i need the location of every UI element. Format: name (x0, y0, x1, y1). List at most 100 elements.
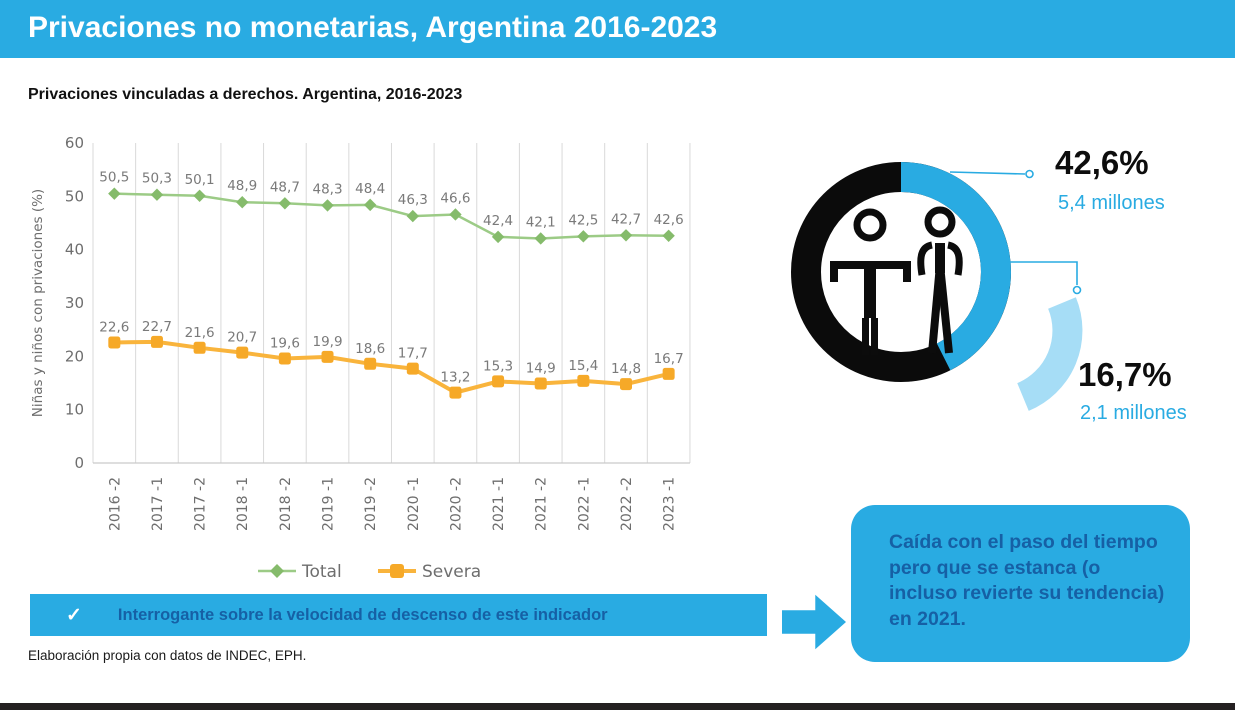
data-label: 42,4 (483, 213, 513, 229)
callout-line-secondary (1007, 261, 1078, 285)
x-tick-label: 2018 -2 (278, 477, 294, 531)
y-tick-label: 0 (74, 454, 84, 472)
data-label: 42,7 (611, 211, 641, 227)
marker-diamond (108, 187, 121, 200)
marker-square (620, 378, 632, 391)
secondary-millions-value: 2,1 millones (1080, 402, 1187, 424)
data-label: 19,6 (270, 335, 300, 351)
data-label: 18,6 (355, 341, 385, 357)
data-label: 14,9 (526, 361, 556, 377)
x-tick-label: 2022 -1 (576, 477, 592, 531)
children-icon (830, 206, 963, 355)
marker-square (406, 362, 419, 375)
data-label: 48,3 (312, 181, 342, 197)
data-label: 16,7 (654, 351, 684, 367)
main-percentage-value: 42,6% (1055, 144, 1149, 181)
page-title: Privaciones no monetarias, Argentina 201… (28, 11, 718, 44)
marker-diamond (577, 230, 590, 243)
marker-square (449, 386, 462, 399)
marker-square (108, 336, 121, 349)
marker-square (150, 335, 163, 348)
data-label: 48,9 (227, 178, 257, 194)
x-tick-label: 2022 -2 (619, 477, 635, 531)
y-tick-label: 20 (65, 347, 84, 365)
data-label: 46,3 (398, 192, 428, 208)
data-label: 19,9 (312, 334, 342, 350)
y-tick-label: 10 (65, 401, 84, 419)
data-label: 17,7 (398, 346, 428, 362)
marker-square (278, 352, 291, 365)
marker-diamond (278, 197, 292, 210)
x-tick-label: 2017 -1 (150, 477, 166, 531)
marker-diamond (534, 232, 547, 245)
marker-square (534, 377, 547, 390)
data-label: 42,1 (526, 214, 556, 230)
marker-diamond (491, 230, 505, 244)
footer-bar (0, 703, 1235, 710)
main-millions-value: 5,4 millones (1058, 192, 1165, 214)
data-label: 46,6 (440, 190, 470, 206)
data-label: 13,2 (440, 370, 470, 386)
y-tick-label: 60 (65, 134, 84, 152)
marker-square (193, 341, 206, 354)
marker-diamond (406, 209, 419, 223)
y-tick-label: 50 (65, 187, 84, 205)
banner-text: Interrogante sobre la velocidad de desce… (117, 605, 608, 624)
x-tick-label: 2020 -1 (406, 477, 422, 531)
y-tick-label: 30 (65, 294, 84, 312)
x-tick-label: 2016 -2 (107, 477, 123, 531)
donut-arc-main (900, 162, 1011, 371)
marker-square (321, 350, 334, 363)
donut-arc-secondary (1016, 297, 1083, 411)
legend-marker-severa (390, 564, 404, 578)
marker-diamond (150, 188, 164, 201)
marker-square (492, 375, 505, 388)
marker-square (236, 346, 249, 359)
y-axis-title: Niñas y niños con privaciones (%) (30, 189, 46, 417)
callout-box: Caída con el paso del tiempo pero que se… (851, 505, 1190, 662)
data-label: 22,7 (142, 319, 172, 335)
data-label: 48,4 (355, 181, 385, 197)
marker-square (577, 374, 590, 387)
data-label: 22,6 (99, 319, 129, 335)
data-label: 48,7 (270, 179, 300, 195)
x-tick-label: 2017 -2 (193, 477, 209, 531)
donut-chart (791, 162, 1083, 411)
x-tick-label: 2023 -1 (662, 477, 678, 531)
x-tick-label: 2020 -2 (448, 477, 464, 531)
marker-diamond (363, 198, 377, 212)
marker-diamond (619, 229, 633, 242)
legend-label-severa: Severa (422, 562, 481, 582)
secondary-percentage-value: 16,7% (1078, 356, 1172, 393)
series-line-total (114, 192, 669, 240)
legend-marker-total (270, 564, 284, 578)
marker-diamond (236, 196, 249, 209)
line-chart: 0 10 20 30 40 50 60 Niñas y niños con privacion… (30, 134, 691, 582)
marker-diamond (321, 199, 334, 212)
callout-line-main (949, 171, 1026, 175)
x-tick-label: 2019 -1 (321, 477, 337, 531)
y-tick-label: 40 (65, 241, 84, 259)
marker-diamond (193, 189, 206, 202)
data-label: 50,3 (142, 171, 172, 187)
series-line-severa (114, 339, 670, 395)
data-label: 42,6 (654, 212, 684, 228)
marker-square (662, 367, 675, 380)
callout-circle-main (1025, 169, 1034, 179)
arrow-right-icon (782, 594, 846, 650)
data-label: 14,8 (611, 361, 641, 377)
x-tick-label: 2021 -2 (534, 477, 550, 531)
marker-diamond (449, 208, 462, 221)
header-bar: Privaciones no monetarias, Argentina 201… (0, 0, 1235, 58)
marker-diamond (662, 229, 675, 242)
data-label: 20,7 (227, 330, 257, 346)
data-label: 15,3 (483, 358, 513, 374)
checkmark-icon: ✓ (66, 604, 82, 626)
chart-title: Privaciones vinculadas a derechos. Argen… (28, 86, 463, 103)
legend-label-total: Total (301, 562, 342, 582)
x-tick-label: 2021 -1 (491, 477, 507, 531)
data-label: 50,5 (99, 170, 129, 186)
data-label: 50,1 (185, 172, 215, 188)
data-label: 42,5 (568, 212, 598, 228)
